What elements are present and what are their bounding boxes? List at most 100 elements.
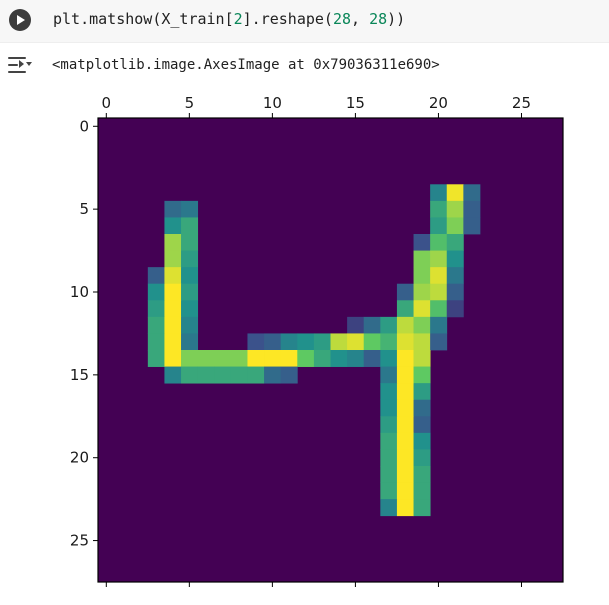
heatmap-cell — [430, 200, 448, 218]
heatmap-cell — [147, 316, 165, 334]
heatmap-cell — [181, 234, 199, 251]
heatmap-cell — [396, 350, 414, 367]
heatmap-cell — [363, 333, 381, 351]
heatmap-cell — [214, 366, 232, 384]
heatmap-cell — [280, 350, 298, 367]
heatmap-cell — [347, 316, 365, 334]
heatmap-cell — [446, 234, 464, 251]
heatmap-cell — [380, 366, 398, 384]
heatmap-cell — [230, 350, 248, 367]
heatmap-cell — [313, 333, 331, 351]
heatmap-cell — [214, 350, 232, 367]
heatmap-cell — [413, 466, 431, 483]
heatmap-cell — [147, 267, 165, 285]
heatmap-cell — [430, 283, 448, 301]
code-line[interactable]: plt.matshow(X_train[2].reshape(28, 28)) — [53, 10, 405, 28]
heatmap-cell — [164, 350, 182, 367]
heatmap-cell — [413, 300, 431, 318]
heatmap-cell — [396, 399, 414, 417]
heatmap-cell — [164, 234, 182, 251]
heatmap-cell — [164, 200, 182, 218]
heatmap-cell — [413, 383, 431, 401]
heatmap-cell — [430, 300, 448, 318]
heatmap-cell — [181, 200, 199, 218]
heatmap-cell — [413, 499, 431, 517]
heatmap-cell — [181, 267, 199, 285]
heatmap-cell — [147, 333, 165, 351]
heatmap-cell — [197, 366, 215, 384]
code-dim2: 28 — [369, 10, 388, 28]
heatmap-cell — [247, 366, 265, 384]
heatmap-cell — [230, 366, 248, 384]
y-tick-label: 25 — [70, 532, 89, 550]
heatmap-cell — [181, 283, 199, 301]
heatmap-cell — [247, 350, 265, 367]
heatmap-cell — [181, 300, 199, 318]
x-tick-label: 10 — [263, 94, 282, 112]
heatmap-cell — [264, 350, 282, 367]
run-cell-button[interactable] — [9, 9, 31, 31]
heatmap-cell — [380, 449, 398, 467]
heatmap-cell — [280, 333, 298, 351]
heatmap-cell — [164, 267, 182, 285]
heatmap-cell — [264, 366, 282, 384]
heatmap-cell — [197, 350, 215, 367]
x-tick-label: 25 — [512, 94, 531, 112]
heatmap-cell — [147, 283, 165, 301]
heatmap-cell — [413, 416, 431, 434]
heatmap-cell — [380, 482, 398, 500]
heatmap-cell — [181, 316, 199, 334]
heatmap-cell — [247, 333, 265, 351]
x-tick-label: 20 — [429, 94, 448, 112]
heatmap-cell — [396, 383, 414, 401]
y-tick-label: 20 — [70, 449, 89, 467]
code-func: plt.matshow(X_train[ — [53, 10, 234, 28]
heatmap-cell — [380, 499, 398, 517]
heatmap-cell — [396, 416, 414, 434]
heatmap-cell — [181, 333, 199, 351]
heatmap-cell — [413, 333, 431, 351]
heatmap-cell — [413, 399, 431, 417]
heatmap-cell — [396, 366, 414, 384]
output-toggle-icon[interactable] — [6, 55, 32, 77]
heatmap-cell — [181, 366, 199, 384]
heatmap-cell — [181, 250, 199, 268]
heatmap-cell — [446, 267, 464, 285]
heatmap-cell — [430, 184, 448, 202]
heatmap-cell — [380, 432, 398, 450]
heatmap-cell — [413, 316, 431, 334]
heatmap-cell — [164, 366, 182, 384]
code-cell[interactable]: plt.matshow(X_train[2].reshape(28, 28)) — [0, 0, 609, 43]
axes-frame — [97, 117, 564, 583]
heatmap-cell — [380, 466, 398, 483]
heatmap-cell — [463, 184, 481, 202]
heatmap-cell — [446, 200, 464, 218]
heatmap-cell — [396, 333, 414, 351]
heatmap-cell — [446, 184, 464, 202]
x-tick-label: 5 — [185, 94, 195, 112]
heatmap-cell — [347, 333, 365, 351]
heatmap-cell — [413, 482, 431, 500]
heatmap-cell — [396, 316, 414, 334]
heatmap-cell — [463, 217, 481, 235]
heatmap-cell — [430, 267, 448, 285]
y-tick-label: 10 — [70, 283, 89, 301]
heatmap-cell — [380, 399, 398, 417]
heatmap-cell — [297, 350, 315, 367]
code-sep: , — [351, 10, 370, 28]
heatmap-cell — [164, 250, 182, 268]
heatmap-cell — [297, 333, 315, 351]
heatmap-cell — [347, 350, 365, 367]
heatmap-cell — [380, 416, 398, 434]
heatmap-cell — [413, 449, 431, 467]
output-text: <matplotlib.image.AxesImage at 0x7903631… — [52, 57, 440, 73]
heatmap-cell — [164, 316, 182, 334]
heatmap-cell — [380, 333, 398, 351]
heatmap-cell — [164, 333, 182, 351]
heatmap-cell — [430, 217, 448, 235]
heatmap-cell — [363, 316, 381, 334]
heatmap-cell — [147, 300, 165, 318]
x-tick-label: 0 — [102, 94, 112, 112]
heatmap-cell — [430, 333, 448, 351]
